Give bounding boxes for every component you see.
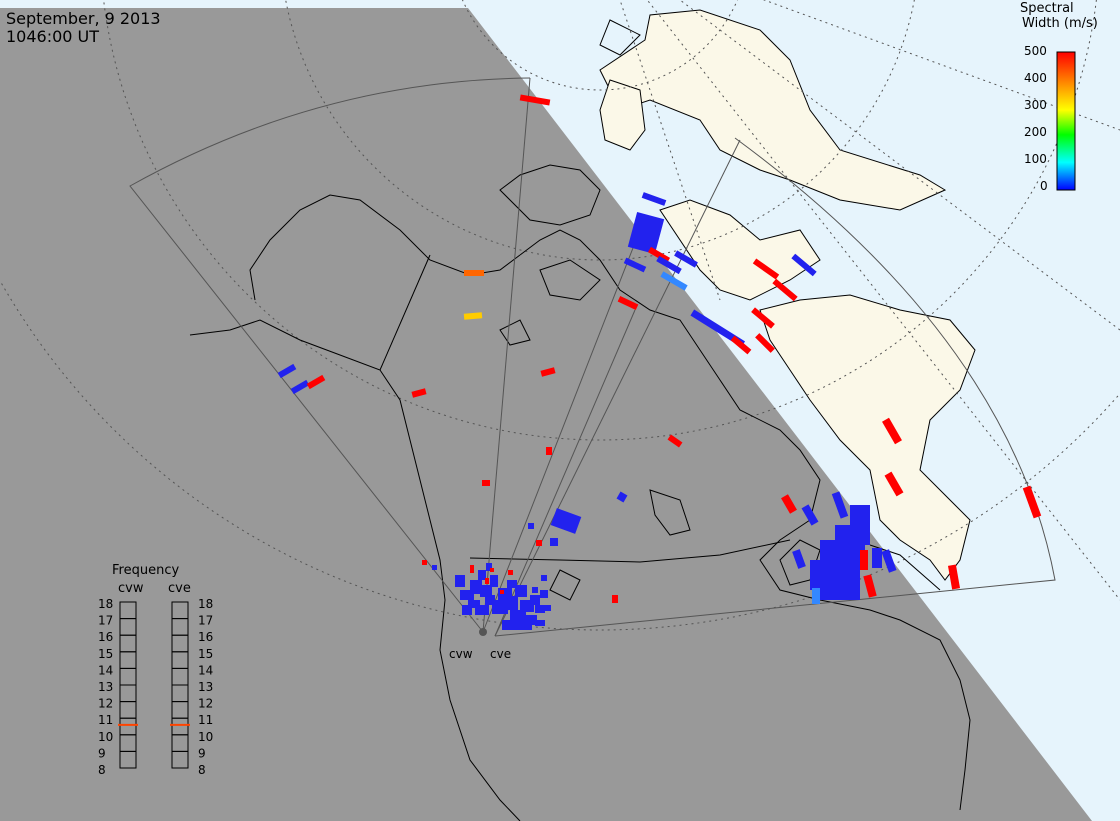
frequency-scale-label-right: 15 [198, 647, 213, 661]
frequency-scale-label-right: 10 [198, 730, 213, 744]
mid-cells [411, 94, 683, 603]
frequency-boxes: 18 18 17 17 16 16 15 15 14 14 13 13 12 12 11 11 10 10 9 9 8 8 [98, 597, 213, 777]
frequency-scale-label-left: 12 [98, 697, 113, 711]
frequency-scale-label-left: 9 [98, 746, 106, 760]
night-region [0, 8, 1092, 821]
frequency-scale-label-right: 8 [198, 763, 206, 777]
frequency-scale-label-right: 17 [198, 614, 213, 628]
east-cells [781, 417, 1042, 604]
colorbar-tick: 0 [1040, 179, 1048, 193]
frequency-scale-label-right: 18 [198, 597, 213, 611]
frequency-scale-label-right: 9 [198, 746, 206, 760]
frequency-scale-label-left: 18 [98, 597, 113, 611]
date-label: September, 9 2013 [6, 9, 161, 28]
frequency-panel: Frequency cvw cve 18 18 17 17 16 16 15 15 14 14 13… [98, 563, 213, 777]
frequency-scale-label-left: 16 [98, 630, 113, 644]
radar-label-cve: cve [490, 647, 511, 661]
frequency-scale-label-right: 14 [198, 663, 213, 677]
colorbar-tick: 200 [1024, 125, 1047, 139]
radar-data [277, 94, 1042, 630]
frequency-title: Frequency [112, 563, 179, 578]
frequency-cve-label: cve [168, 581, 191, 596]
day-land [599, 9, 976, 581]
colorbar-title-2: Width (m/s) [1022, 16, 1098, 31]
frequency-scale-label-left: 13 [98, 680, 113, 694]
frequency-scale-label-right: 16 [198, 630, 213, 644]
arctic-cells [617, 192, 817, 355]
lat-lon-grid [0, 0, 1120, 631]
frequency-scale-label-left: 11 [98, 713, 113, 727]
colorbar-tick: 300 [1024, 98, 1047, 112]
radar-site-marker [479, 628, 487, 636]
frequency-box [171, 750, 189, 769]
frequency-scale-label-left: 14 [98, 663, 113, 677]
frequency-scale-label-left: 17 [98, 614, 113, 628]
colorbar-tick: 100 [1024, 152, 1047, 166]
radar-fov [129, 77, 1056, 637]
frequency-scale-label-right: 12 [198, 697, 213, 711]
colorbar-gradient [1056, 51, 1076, 191]
frequency-scale-label-right: 11 [198, 713, 213, 727]
frequency-cvw-label: cvw [118, 581, 144, 596]
cvw-near-red [422, 560, 513, 594]
radar-label-cvw: cvw [449, 647, 473, 661]
frequency-scale-label-left: 8 [98, 763, 106, 777]
frequency-box [119, 750, 137, 769]
colorbar-tick: 500 [1024, 44, 1047, 58]
alaska-cells [277, 363, 326, 395]
frequency-scale-label-left: 10 [98, 730, 113, 744]
cvw-near-cells [432, 563, 551, 630]
time-label: 1046:00 UT [6, 27, 99, 46]
colorbar-tick: 400 [1024, 71, 1047, 85]
frequency-scale-label-left: 15 [98, 647, 113, 661]
frequency-scale-label-right: 13 [198, 680, 213, 694]
colorbar-title-1: Spectral [1020, 1, 1074, 16]
colorbar: Spectral Width (m/s) 500 400 300 200 100… [1020, 1, 1098, 193]
